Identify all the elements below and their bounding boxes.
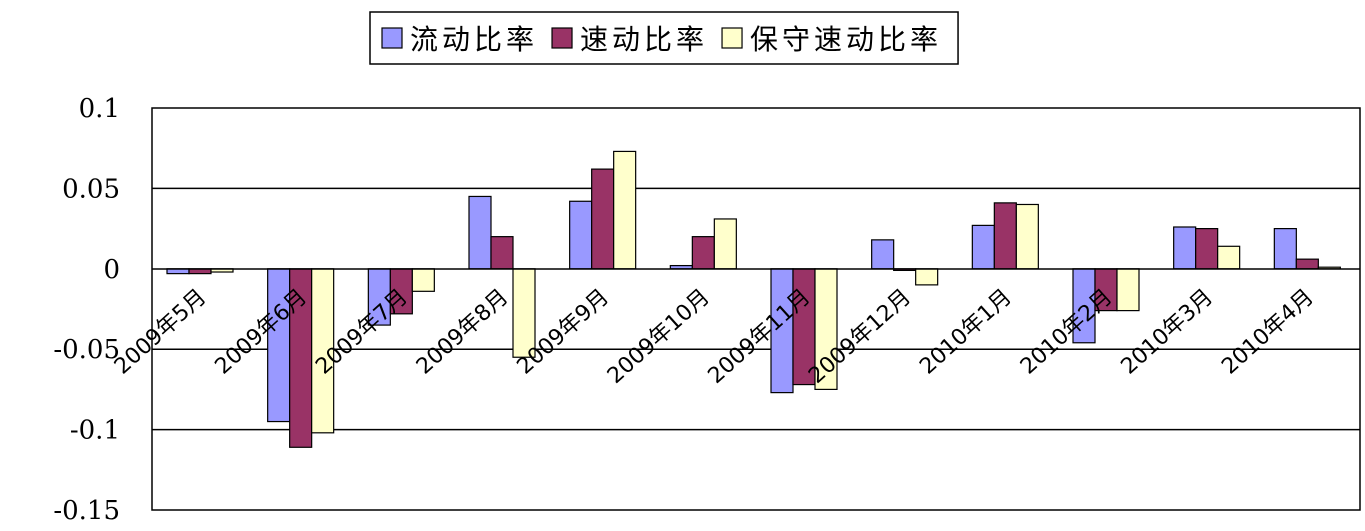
legend-swatch [551, 27, 573, 49]
category-label: 2009年5月 [110, 285, 211, 380]
category-label: 2010年1月 [915, 285, 1016, 380]
legend: 流动比率 速动比率 保守速动比率 [369, 11, 959, 65]
bar [468, 195, 492, 270]
legend-entry: 流动比率 [410, 23, 538, 56]
y-tick-label: -0.05 [53, 335, 120, 365]
bar [971, 224, 995, 270]
bar [569, 200, 593, 270]
legend-swatch [721, 27, 743, 49]
bar [1015, 203, 1039, 270]
y-axis-tick-labels: 0.1 0.05 0 -0.05 -0.1 -0.15 [53, 94, 120, 526]
bar [613, 150, 637, 270]
legend-entry: 保守速动比率 [750, 23, 942, 56]
bar [871, 239, 895, 270]
bar [691, 236, 715, 270]
y-tick-label: 0.1 [79, 94, 120, 124]
bar [1273, 228, 1297, 270]
category-label: 2009年8月 [412, 285, 513, 380]
y-tick-label: -0.1 [70, 416, 120, 446]
y-tick-label: -0.15 [53, 496, 120, 526]
category-label: 2010年4月 [1217, 285, 1318, 380]
gridlines [152, 187, 1360, 431]
bar [490, 236, 514, 270]
legend-swatch [381, 27, 403, 49]
legend-frame [369, 11, 959, 65]
bar [1195, 228, 1219, 270]
bar [1173, 226, 1197, 270]
category-label: 2010年2月 [1016, 285, 1117, 380]
plot-area-frame [151, 107, 1361, 511]
bar [1116, 268, 1140, 312]
bar [1295, 258, 1319, 270]
bar [713, 218, 737, 270]
y-tick-label: 0.05 [62, 174, 120, 204]
bar [591, 168, 615, 270]
bars [166, 150, 1341, 448]
bar [915, 268, 939, 286]
bar [1217, 245, 1241, 270]
legend-entry: 速动比率 [580, 23, 708, 56]
category-label: 2009年10月 [603, 285, 715, 389]
y-tick-label: 0 [103, 255, 120, 285]
bar [993, 202, 1017, 270]
bar [411, 268, 435, 292]
